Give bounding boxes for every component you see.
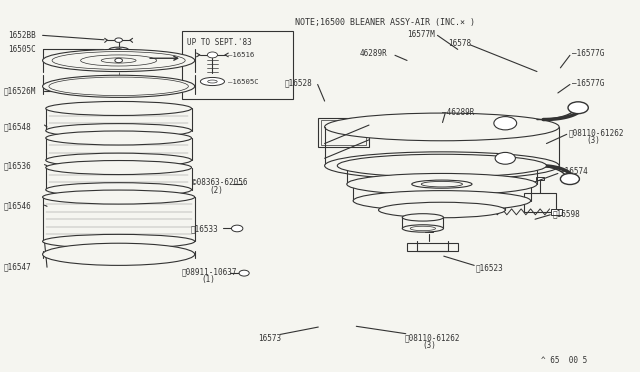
Ellipse shape xyxy=(200,77,225,86)
Text: 16573: 16573 xyxy=(258,334,281,343)
Text: 16578: 16578 xyxy=(448,39,471,48)
Ellipse shape xyxy=(324,152,559,180)
Bar xyxy=(454,203,461,210)
Ellipse shape xyxy=(45,131,191,145)
Bar xyxy=(426,228,433,232)
Text: Ⓞ08911-10637: Ⓞ08911-10637 xyxy=(182,267,237,276)
Circle shape xyxy=(232,225,243,232)
Text: (3): (3) xyxy=(422,341,436,350)
Text: 1652BB: 1652BB xyxy=(8,31,35,40)
Circle shape xyxy=(207,52,218,58)
Ellipse shape xyxy=(43,234,195,248)
Ellipse shape xyxy=(347,173,537,195)
Text: 16577M: 16577M xyxy=(407,30,435,39)
Bar xyxy=(182,31,293,99)
Circle shape xyxy=(495,153,515,164)
Bar xyxy=(524,193,556,212)
Text: ※16526M: ※16526M xyxy=(3,87,36,96)
Text: 46289R: 46289R xyxy=(360,49,387,58)
Text: ※16548: ※16548 xyxy=(3,122,31,131)
Ellipse shape xyxy=(353,190,531,211)
Circle shape xyxy=(561,173,579,185)
Text: —16516: —16516 xyxy=(228,52,255,58)
Text: ※16533: ※16533 xyxy=(190,224,218,233)
Bar xyxy=(318,118,369,147)
Text: (2): (2) xyxy=(209,186,223,195)
Text: NOTE;16500 BLEANER ASSY-AIR (INC.× ): NOTE;16500 BLEANER ASSY-AIR (INC.× ) xyxy=(295,18,475,27)
Ellipse shape xyxy=(324,113,559,141)
Ellipse shape xyxy=(45,183,191,197)
Ellipse shape xyxy=(109,47,128,52)
Ellipse shape xyxy=(403,225,444,232)
Ellipse shape xyxy=(45,102,191,115)
Text: Ⓒ08110-61262: Ⓒ08110-61262 xyxy=(404,333,460,342)
Text: 16505C: 16505C xyxy=(8,45,35,54)
Text: ※16536: ※16536 xyxy=(3,161,31,170)
Bar xyxy=(551,209,563,215)
Bar xyxy=(407,243,458,251)
Circle shape xyxy=(115,38,122,42)
Ellipse shape xyxy=(403,214,444,221)
Ellipse shape xyxy=(45,161,191,174)
Ellipse shape xyxy=(43,49,195,71)
Text: —16577G: —16577G xyxy=(572,49,604,58)
Text: —16505C: —16505C xyxy=(228,78,259,84)
Text: Ⓒ08110-61262: Ⓒ08110-61262 xyxy=(569,128,624,137)
Ellipse shape xyxy=(208,80,217,83)
Text: —16574: —16574 xyxy=(561,167,588,176)
Text: (3): (3) xyxy=(586,137,600,145)
Ellipse shape xyxy=(337,154,547,177)
Text: —16577G: —16577G xyxy=(572,79,604,88)
Ellipse shape xyxy=(45,124,191,138)
Circle shape xyxy=(568,102,588,113)
Bar xyxy=(536,177,544,180)
Circle shape xyxy=(239,270,249,276)
Text: —46289R: —46289R xyxy=(442,108,474,117)
Ellipse shape xyxy=(45,153,191,167)
Text: ※16547: ※16547 xyxy=(3,263,31,272)
Text: ※16528: ※16528 xyxy=(285,79,312,88)
Ellipse shape xyxy=(43,243,195,265)
Ellipse shape xyxy=(43,190,195,204)
Ellipse shape xyxy=(43,75,195,97)
Bar xyxy=(321,119,366,145)
Ellipse shape xyxy=(115,49,122,50)
Text: UP TO SEPT.'83: UP TO SEPT.'83 xyxy=(187,38,252,46)
Text: ^ 65  00 5: ^ 65 00 5 xyxy=(541,356,588,365)
Text: ※16546: ※16546 xyxy=(3,202,31,211)
Text: ※16523: ※16523 xyxy=(476,263,503,272)
Text: ©08363-62056: ©08363-62056 xyxy=(191,178,247,187)
Circle shape xyxy=(494,116,516,130)
Ellipse shape xyxy=(378,202,505,218)
Text: (1): (1) xyxy=(202,275,216,284)
Circle shape xyxy=(115,58,122,62)
Text: ※16598: ※16598 xyxy=(553,209,580,218)
